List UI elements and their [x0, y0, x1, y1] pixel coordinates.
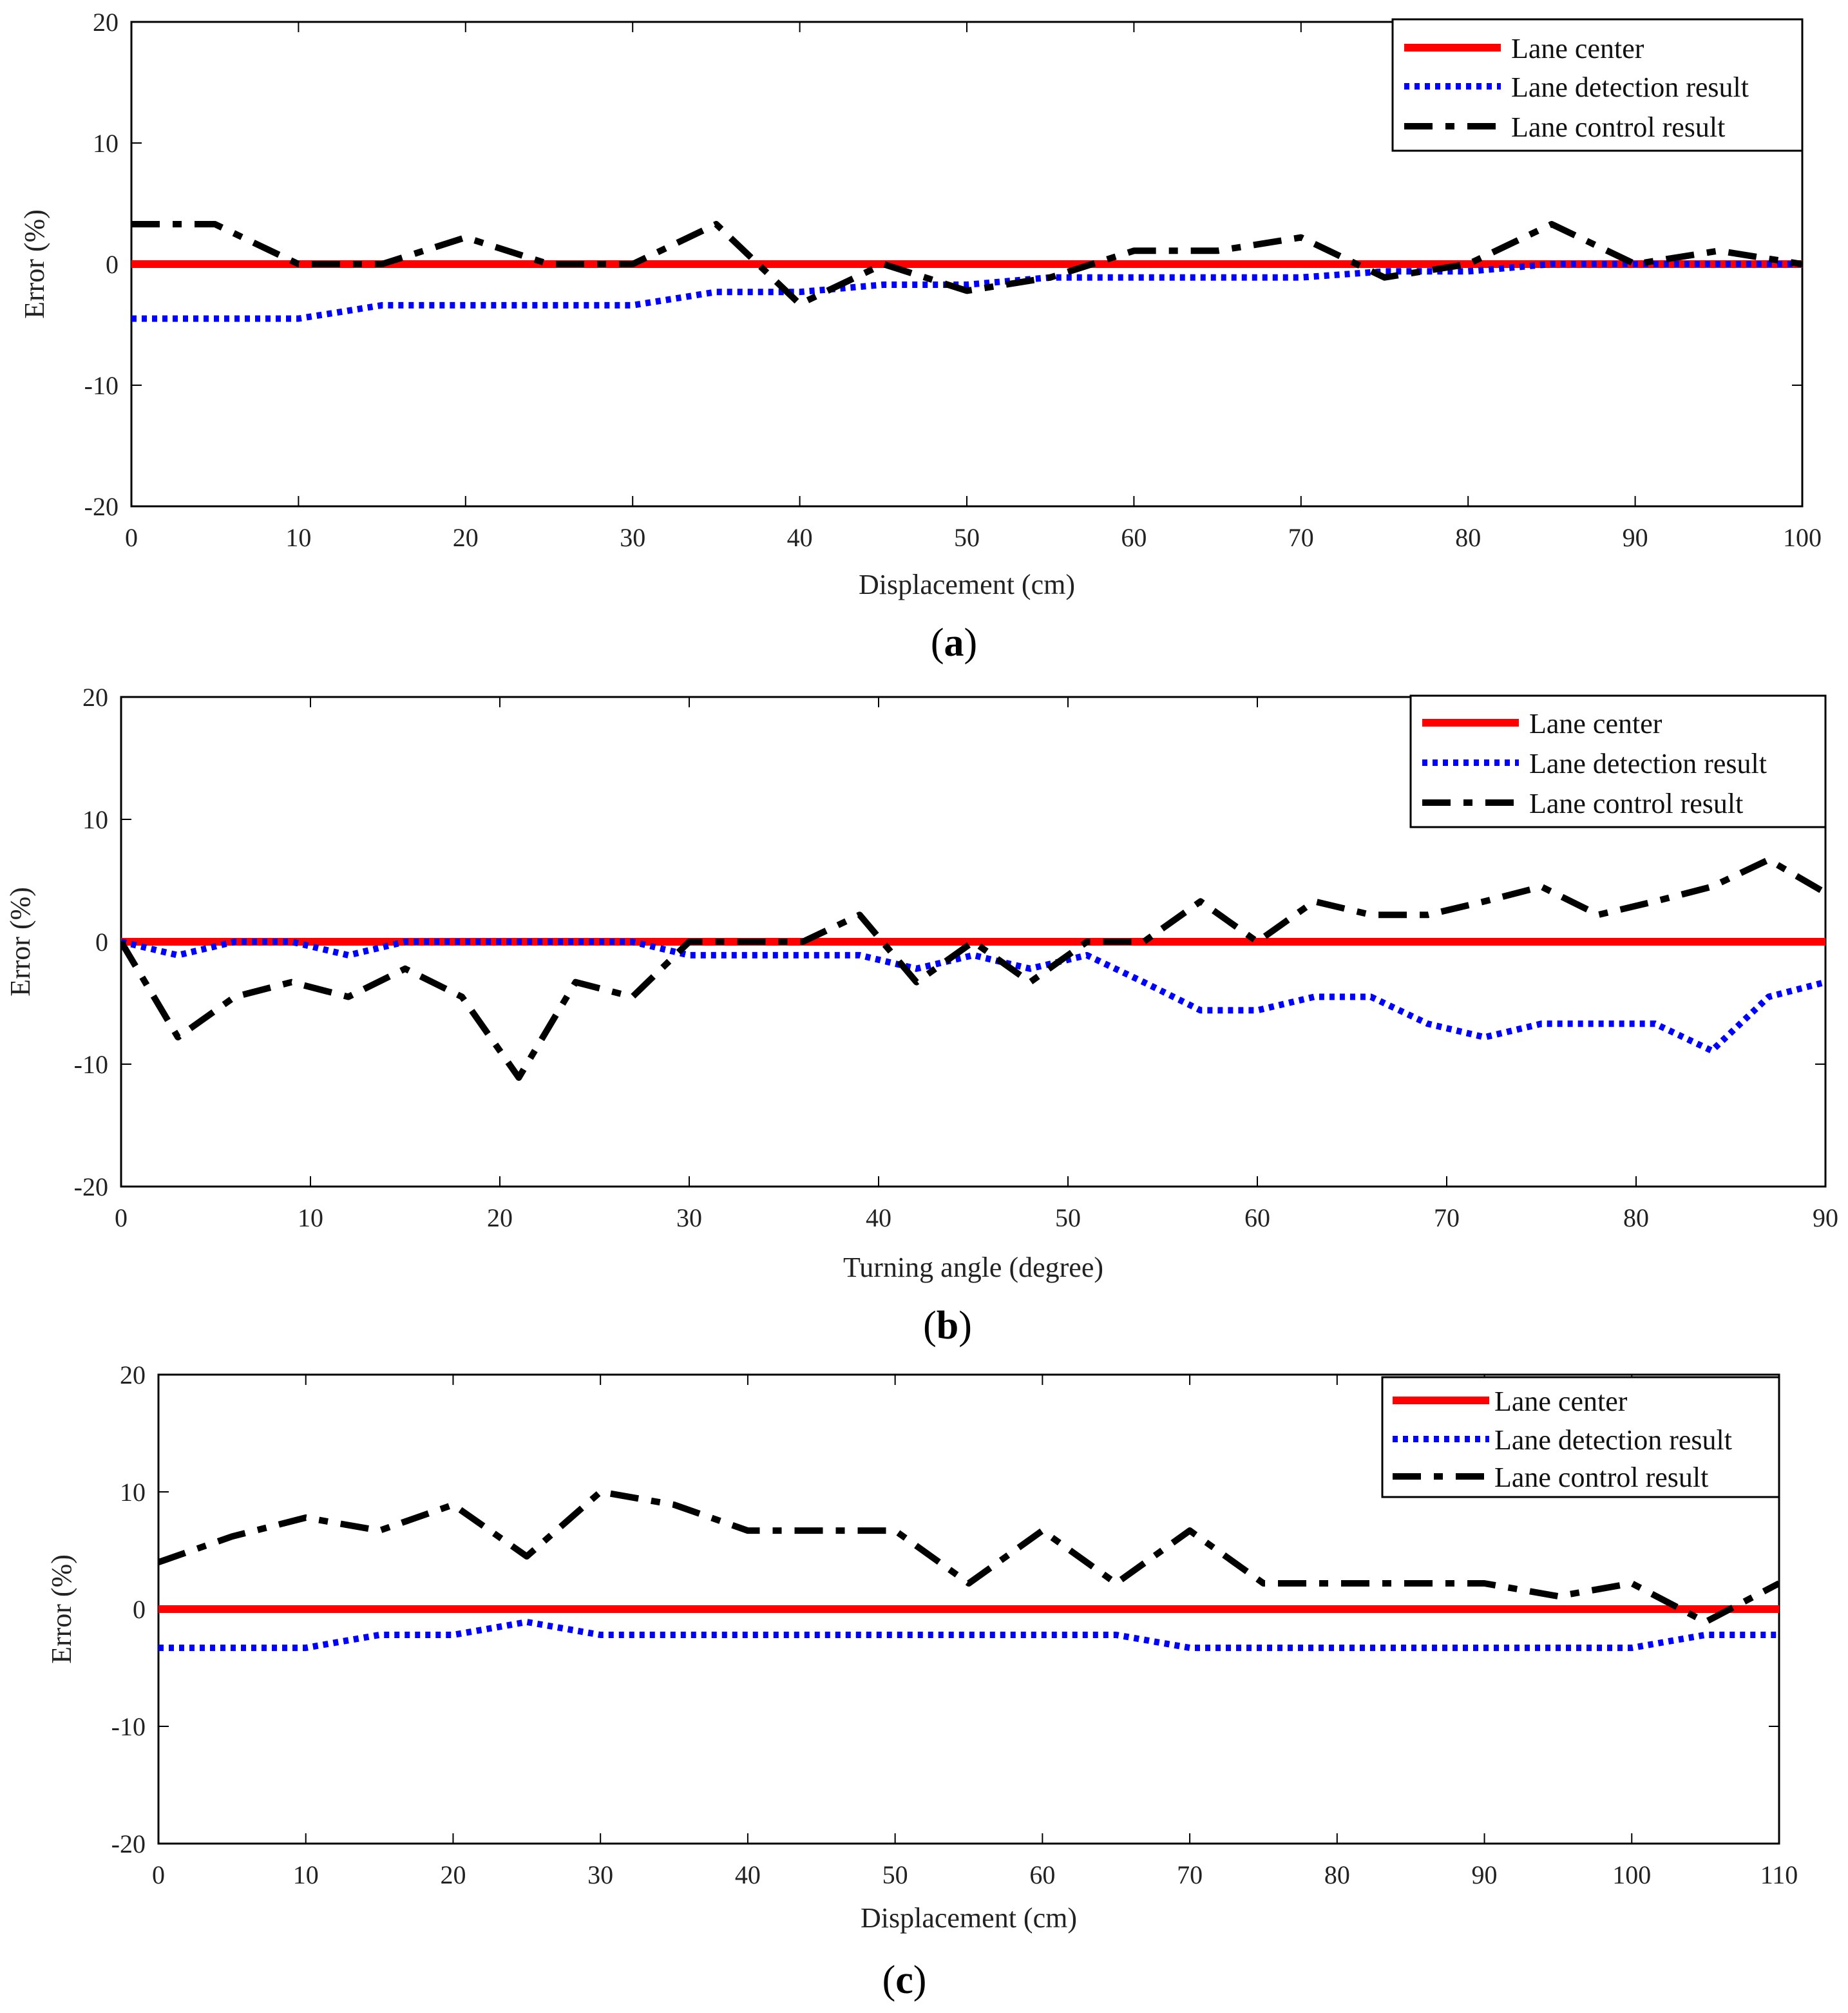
y-tick-label: -20 — [74, 1172, 108, 1201]
y-tick-label: -10 — [111, 1712, 146, 1741]
x-tick-label: 90 — [1472, 1860, 1498, 1889]
x-tick-label: 20 — [487, 1203, 513, 1232]
panel-label-paren-close: ) — [913, 1958, 927, 2002]
panel-label-paren-open: ( — [931, 621, 944, 665]
y-tick-label: 20 — [120, 1360, 146, 1389]
x-tick-label: 70 — [1434, 1203, 1460, 1232]
series-line-lane-detection-result — [158, 1619, 1779, 1652]
x-tick-label: 10 — [298, 1203, 323, 1232]
x-tick-label: 30 — [620, 523, 645, 552]
y-tick-label: 20 — [82, 683, 108, 712]
x-axis-label: Displacement (cm) — [861, 1902, 1077, 1934]
x-tick-label: 90 — [1623, 523, 1648, 552]
y-tick-label: 10 — [93, 129, 119, 158]
x-tick-label: 20 — [453, 523, 479, 552]
panel-label-letter: b — [937, 1304, 958, 1348]
x-tick-label: 60 — [1244, 1203, 1270, 1232]
x-tick-label: 50 — [954, 523, 980, 552]
series-line-lane-control-result — [131, 221, 1802, 307]
panel-label-paren-close: ) — [964, 621, 978, 665]
x-tick-label: 70 — [1177, 1860, 1203, 1889]
panel-label-paren-open: ( — [923, 1304, 937, 1348]
series-line-lane-control-result — [158, 1489, 1779, 1625]
x-tick-label: 20 — [440, 1860, 466, 1889]
x-tick-label: 40 — [735, 1860, 761, 1889]
legend-b: Lane center Lane detection result Lane con… — [1409, 694, 1827, 828]
x-tick-label: 40 — [787, 523, 813, 552]
x-tick-label: 0 — [152, 1860, 165, 1889]
legend-label-lane-center: Lane center — [1529, 708, 1662, 739]
legend-label-lane-control-result: Lane control result — [1511, 111, 1725, 143]
y-axis-label: Error (%) — [19, 209, 50, 319]
legend-label-lane-control-result: Lane control result — [1494, 1462, 1708, 1493]
y-tick-label: -20 — [111, 1829, 146, 1858]
y-tick-label: 10 — [120, 1478, 146, 1507]
x-tick-label: 50 — [882, 1860, 908, 1889]
chart-b: 0 10 20 30 40 50 60 70 80 90 -20 -10 0 10 20 Turning an… — [5, 683, 1838, 1348]
x-tick-label: 60 — [1121, 523, 1147, 552]
panel-label-paren-open: ( — [882, 1958, 896, 2002]
x-tick-label: 90 — [1813, 1203, 1838, 1232]
series-line-lane-control-result — [121, 856, 1825, 1081]
x-tick-label: 30 — [587, 1860, 613, 1889]
x-tick-label: 40 — [866, 1203, 891, 1232]
series-line-lane-detection-result — [121, 939, 1825, 1054]
panel-label-paren-close: ) — [958, 1304, 972, 1348]
series-line-lane-detection-result — [131, 261, 1802, 322]
x-tick-label: 30 — [676, 1203, 702, 1232]
legend-label-lane-control-result: Lane control result — [1529, 788, 1743, 819]
x-tick-label: 10 — [293, 1860, 319, 1889]
panel-label: (b) — [923, 1304, 972, 1348]
y-tick-label: 0 — [133, 1595, 146, 1624]
chart-c: 0 10 20 30 40 50 60 70 80 90 100 110 -20 -10 0 10 20 Disp… — [46, 1360, 1798, 2002]
panel-label-letter: a — [944, 621, 964, 665]
y-axis-label: Error (%) — [46, 1554, 77, 1664]
x-tick-label: 10 — [285, 523, 311, 552]
x-tick-label: 80 — [1623, 1203, 1649, 1232]
y-tick-label: 0 — [106, 250, 119, 279]
panel-label-letter: c — [895, 1958, 913, 2002]
x-axis-label: Turning angle (degree) — [843, 1252, 1103, 1283]
y-axis-label: Error (%) — [5, 887, 36, 997]
x-tick-label: 80 — [1324, 1860, 1350, 1889]
y-tick-label: 0 — [95, 928, 108, 957]
x-tick-label: 100 — [1783, 523, 1822, 552]
legend-label-lane-detection-result: Lane detection result — [1529, 748, 1767, 779]
x-axis-label: Displacement (cm) — [859, 569, 1075, 600]
panel-label: (a) — [931, 621, 977, 665]
y-tick-label: -10 — [84, 371, 119, 400]
legend-box — [1409, 694, 1827, 828]
y-tick-label: 20 — [93, 8, 119, 37]
x-tick-label: 70 — [1288, 523, 1314, 552]
x-tick-label: 110 — [1760, 1860, 1798, 1889]
x-tick-label: 0 — [125, 523, 138, 552]
legend-label-lane-detection-result: Lane detection result — [1511, 72, 1749, 103]
x-tick-label: 60 — [1029, 1860, 1055, 1889]
legend-label-lane-center: Lane center — [1511, 33, 1644, 64]
y-tick-label: 10 — [82, 805, 108, 834]
panel-label: (c) — [882, 1958, 927, 2002]
x-tick-label: 80 — [1455, 523, 1481, 552]
y-tick-label: -10 — [74, 1050, 108, 1079]
chart-a: 0 10 20 30 40 50 60 70 80 90 100 -20 -10 0 10 20 Displac… — [19, 8, 1822, 665]
x-tick-label: 50 — [1055, 1203, 1081, 1232]
legend-label-lane-detection-result: Lane detection result — [1494, 1424, 1732, 1456]
y-tick-label: -20 — [84, 492, 119, 521]
legend-label-lane-center: Lane center — [1494, 1386, 1628, 1417]
legend-c: Lane center Lane detection result Lane con… — [1381, 1376, 1780, 1498]
x-tick-label: 100 — [1612, 1860, 1651, 1889]
legend-a: Lane center Lane detection result Lane con… — [1391, 18, 1804, 152]
x-tick-label: 0 — [115, 1203, 128, 1232]
